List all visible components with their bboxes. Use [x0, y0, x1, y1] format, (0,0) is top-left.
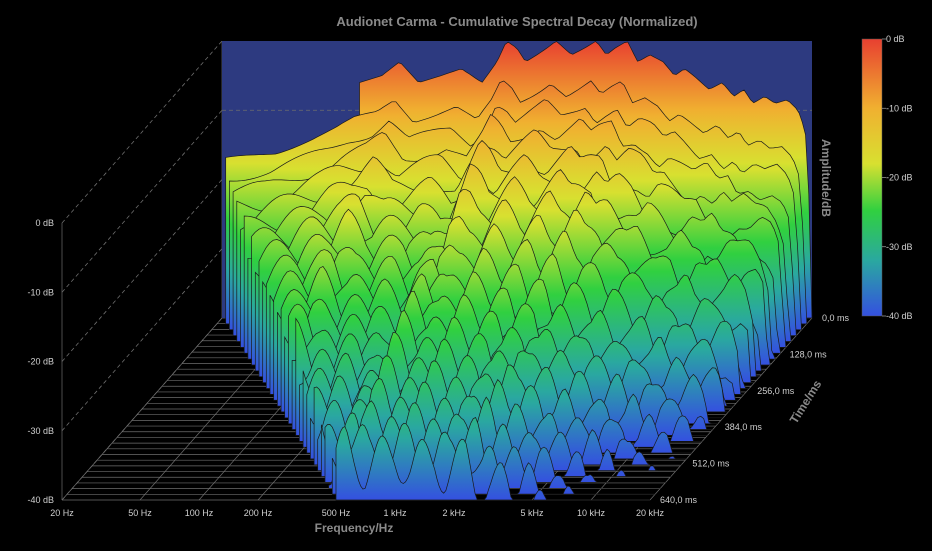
x-tick-label: 5 kHz [520, 508, 544, 518]
colorbar-tick-label: -10 dB [886, 103, 913, 113]
x-tick-label: 100 Hz [185, 508, 214, 518]
y-tick-label: -40 dB [27, 495, 54, 505]
z-tick-label: 512,0 ms [692, 459, 730, 469]
decay-slice [335, 426, 650, 501]
colorbar-tick-label: -40 dB [886, 311, 913, 321]
freq-gridline [649, 317, 813, 501]
z-tick-label: 0,0 ms [822, 313, 850, 323]
amplitude-gridline [61, 248, 223, 432]
x-tick-label: 10 kHz [577, 508, 606, 518]
colorbar-tick-label: 0 dB [886, 34, 905, 44]
x-axis-label: Frequency/Hz [315, 521, 394, 535]
z-tick-label: 640,0 ms [660, 495, 698, 505]
amplitude-gridline [61, 317, 223, 501]
z-tick-label: 256,0 ms [757, 386, 795, 396]
colorbar-tick-label: -30 dB [886, 242, 913, 252]
amplitude-gridline [61, 40, 223, 224]
decay-slices [225, 41, 813, 501]
y-tick-label: -20 dB [27, 357, 54, 367]
colorbar: 0 dB -10 dB -20 dB -30 dB -40 dB [861, 34, 913, 321]
colorbar-scale [861, 38, 883, 317]
x-tick-label: 20 Hz [50, 508, 74, 518]
z-axis-label: Time/ms [787, 377, 825, 426]
y-tick-label: -30 dB [27, 426, 54, 436]
amplitude-gridline [61, 179, 223, 362]
x-tick-label: 50 Hz [128, 508, 152, 518]
z-tick-label: 128,0 ms [790, 349, 828, 359]
amplitude-gridline [61, 109, 223, 293]
z-tick-label: 384,0 ms [725, 422, 763, 432]
y-tick-label: -10 dB [27, 287, 54, 297]
colorbar-tick-label: -20 dB [886, 173, 913, 183]
x-tick-label: 1 kHz [383, 508, 407, 518]
tick-labels: 20 Hz 50 Hz 100 Hz 200 Hz 500 Hz 1 kHz 2 kHz 5 … [27, 218, 849, 518]
chart-title: Audionet Carma - Cumulative Spectral Dec… [336, 14, 697, 29]
x-tick-label: 200 Hz [244, 508, 273, 518]
y-tick-label: 0 dB [35, 218, 54, 228]
x-tick-label: 2 kHz [442, 508, 466, 518]
x-tick-label: 500 Hz [322, 508, 351, 518]
y-axis-label: Amplitude/dB [819, 139, 833, 217]
x-tick-label: 20 kHz [636, 508, 665, 518]
